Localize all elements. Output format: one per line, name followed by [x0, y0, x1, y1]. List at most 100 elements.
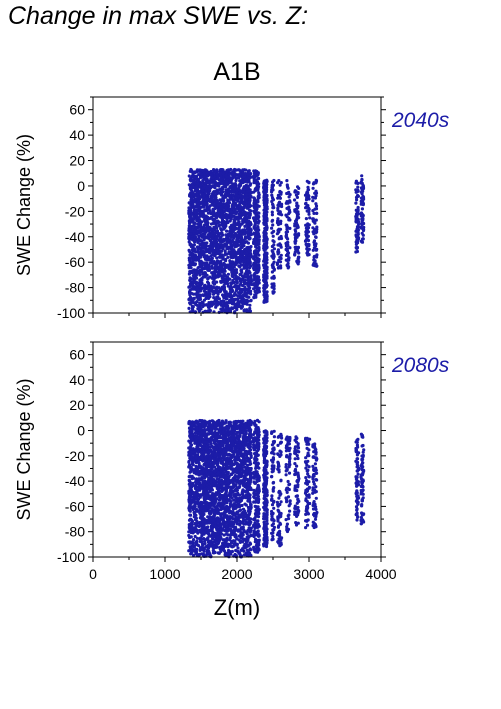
data-point	[225, 235, 229, 239]
data-point	[199, 181, 203, 185]
data-point	[203, 230, 208, 234]
data-point	[207, 248, 211, 252]
data-point	[354, 250, 358, 254]
data-point	[263, 286, 267, 290]
data-point	[194, 273, 198, 278]
data-point	[294, 218, 299, 222]
data-point	[356, 181, 360, 185]
data-point	[219, 280, 223, 284]
data-point	[246, 278, 250, 282]
data-point	[226, 272, 230, 276]
data-point	[311, 248, 315, 252]
data-point	[238, 272, 242, 277]
data-point	[210, 266, 214, 270]
data-point	[244, 215, 248, 220]
data-point	[356, 205, 360, 210]
data-point	[253, 271, 257, 275]
data-point	[187, 219, 191, 223]
data-point	[243, 278, 247, 283]
data-point	[254, 291, 258, 295]
data-point	[252, 196, 256, 200]
data-point	[218, 231, 222, 235]
data-point	[241, 169, 245, 173]
data-point	[241, 201, 245, 206]
data-point	[208, 287, 212, 291]
data-point	[272, 268, 276, 272]
data-point	[233, 245, 237, 249]
data-point	[214, 195, 218, 200]
data-point	[189, 243, 193, 247]
data-point	[231, 233, 235, 237]
data-point	[192, 222, 196, 226]
data-point	[219, 300, 224, 304]
data-point	[246, 258, 250, 262]
data-point	[233, 187, 237, 191]
data-point	[252, 255, 256, 259]
data-point	[219, 235, 223, 239]
data-point	[245, 265, 249, 269]
period-label: 2040s	[391, 109, 450, 132]
data-point	[219, 176, 223, 180]
data-point	[209, 222, 214, 226]
data-point	[247, 189, 251, 193]
data-point	[280, 213, 284, 217]
data-point	[192, 234, 196, 238]
data-point	[199, 277, 203, 281]
data-point	[232, 222, 236, 226]
data-point	[277, 200, 282, 204]
data-point	[219, 228, 224, 232]
data-point	[245, 251, 249, 255]
data-point	[190, 197, 194, 201]
data-point	[243, 299, 247, 303]
data-point	[231, 182, 235, 186]
data-point	[248, 266, 252, 270]
data-point	[212, 260, 216, 264]
data-point	[225, 263, 229, 267]
data-point	[233, 196, 237, 200]
data-point	[219, 240, 223, 244]
data-point	[240, 189, 244, 193]
data-point	[215, 303, 219, 307]
data-point	[248, 306, 252, 311]
data-point	[271, 234, 275, 238]
data-point	[362, 197, 366, 201]
data-point	[243, 281, 248, 285]
data-point	[208, 209, 212, 213]
data-point	[203, 309, 207, 313]
data-point	[244, 168, 248, 172]
data-point	[209, 228, 213, 232]
data-point	[211, 273, 215, 278]
data-point	[197, 309, 201, 313]
data-point	[203, 201, 207, 205]
data-point	[263, 295, 267, 299]
data-point	[210, 256, 214, 260]
data-point	[252, 232, 256, 236]
data-point	[219, 274, 223, 278]
data-point	[243, 240, 248, 244]
data-point	[231, 306, 235, 311]
data-point	[232, 201, 236, 205]
data-point	[217, 224, 221, 228]
data-point	[189, 429, 193, 433]
data-point	[205, 219, 209, 223]
data-point	[249, 209, 253, 213]
data-point	[272, 240, 276, 244]
data-point	[262, 196, 266, 200]
data-point	[197, 284, 201, 288]
data-point	[195, 303, 199, 307]
data-point	[206, 211, 211, 215]
data-point	[244, 293, 248, 297]
data-point	[222, 199, 226, 203]
data-point	[229, 246, 233, 250]
data-point	[257, 211, 261, 215]
data-point	[203, 181, 207, 185]
data-point	[257, 242, 261, 246]
data-point	[270, 285, 274, 289]
data-point	[193, 197, 197, 201]
data-point	[255, 169, 259, 174]
data-point	[262, 246, 266, 250]
data-point	[187, 201, 191, 205]
data-point	[252, 282, 256, 286]
scatter-series	[187, 167, 366, 315]
data-point	[191, 203, 195, 207]
